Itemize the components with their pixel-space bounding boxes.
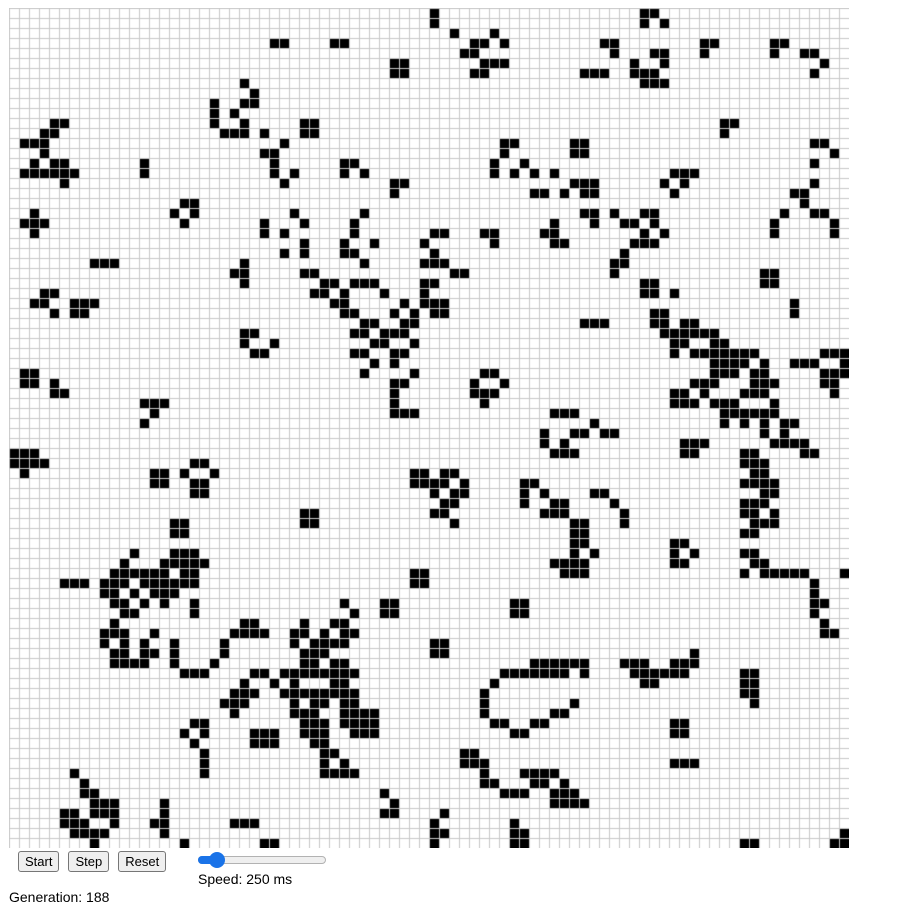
speed-slider-thumb[interactable] <box>209 852 226 868</box>
speed-slider-fill <box>198 856 218 864</box>
start-button[interactable]: Start <box>18 850 60 872</box>
control-bar: Start Step Reset <box>18 850 175 872</box>
reset-button[interactable]: Reset <box>118 850 167 872</box>
step-button[interactable]: Step <box>68 850 110 872</box>
life-grid-canvas[interactable] <box>9 8 849 848</box>
generation-counter: Generation: 188 <box>9 889 110 905</box>
speed-label: Speed: 250 ms <box>198 871 293 887</box>
speed-slider[interactable] <box>198 852 330 868</box>
life-board[interactable] <box>9 8 849 848</box>
speed-slider-track[interactable] <box>198 852 326 868</box>
